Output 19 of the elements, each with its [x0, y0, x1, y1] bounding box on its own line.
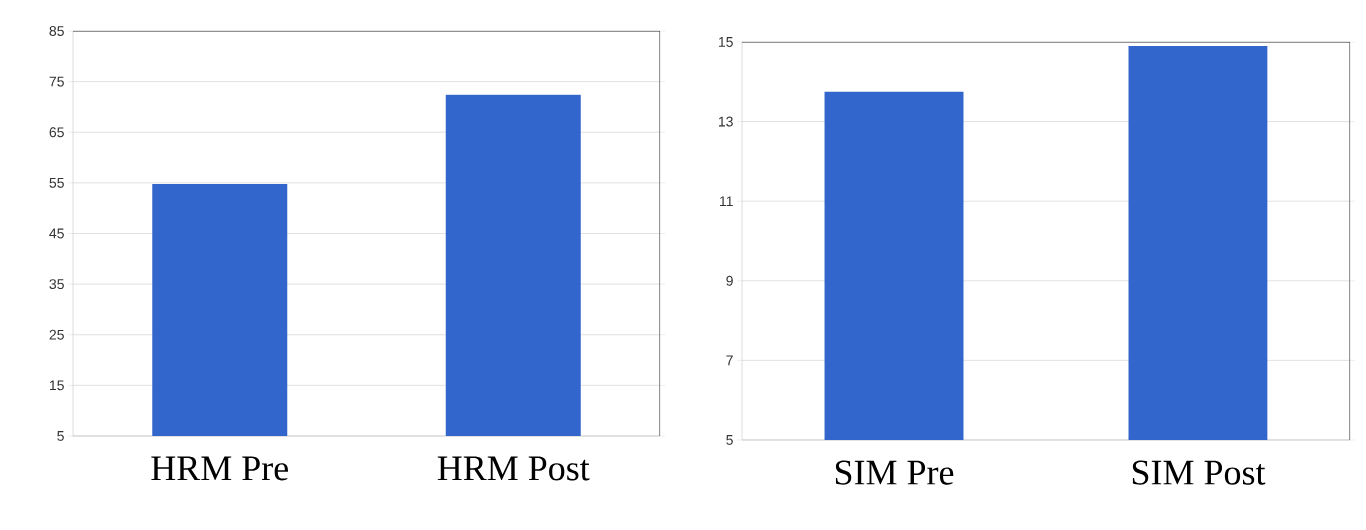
y-tick-label: 25 — [49, 329, 64, 340]
y-tick-label: 15 — [49, 380, 64, 391]
y-tick-label: 11 — [720, 196, 733, 207]
x-tick-label: SIM Pre — [835, 460, 954, 485]
y-tick-label: 85 — [49, 26, 64, 36]
y-tick-label: 65 — [49, 127, 64, 138]
y-tick-label: 13 — [718, 116, 733, 127]
y-tick-label: 7 — [726, 355, 733, 366]
y-tick-label: 75 — [49, 76, 64, 87]
y-tick-label: 45 — [49, 228, 64, 239]
x-tick-label: SIM Post — [1132, 460, 1266, 485]
y-tick-label: 15 — [718, 37, 733, 47]
y-tick-label: 5 — [726, 435, 733, 445]
y-tick-label: 5 — [57, 431, 64, 441]
x-tick-label: HRM Pre — [151, 456, 288, 481]
y-tick-label: 55 — [49, 177, 64, 188]
x-tick-label: HRM Post — [437, 456, 590, 481]
y-tick-label: 9 — [726, 275, 733, 286]
y-tick-label: 35 — [49, 279, 64, 290]
